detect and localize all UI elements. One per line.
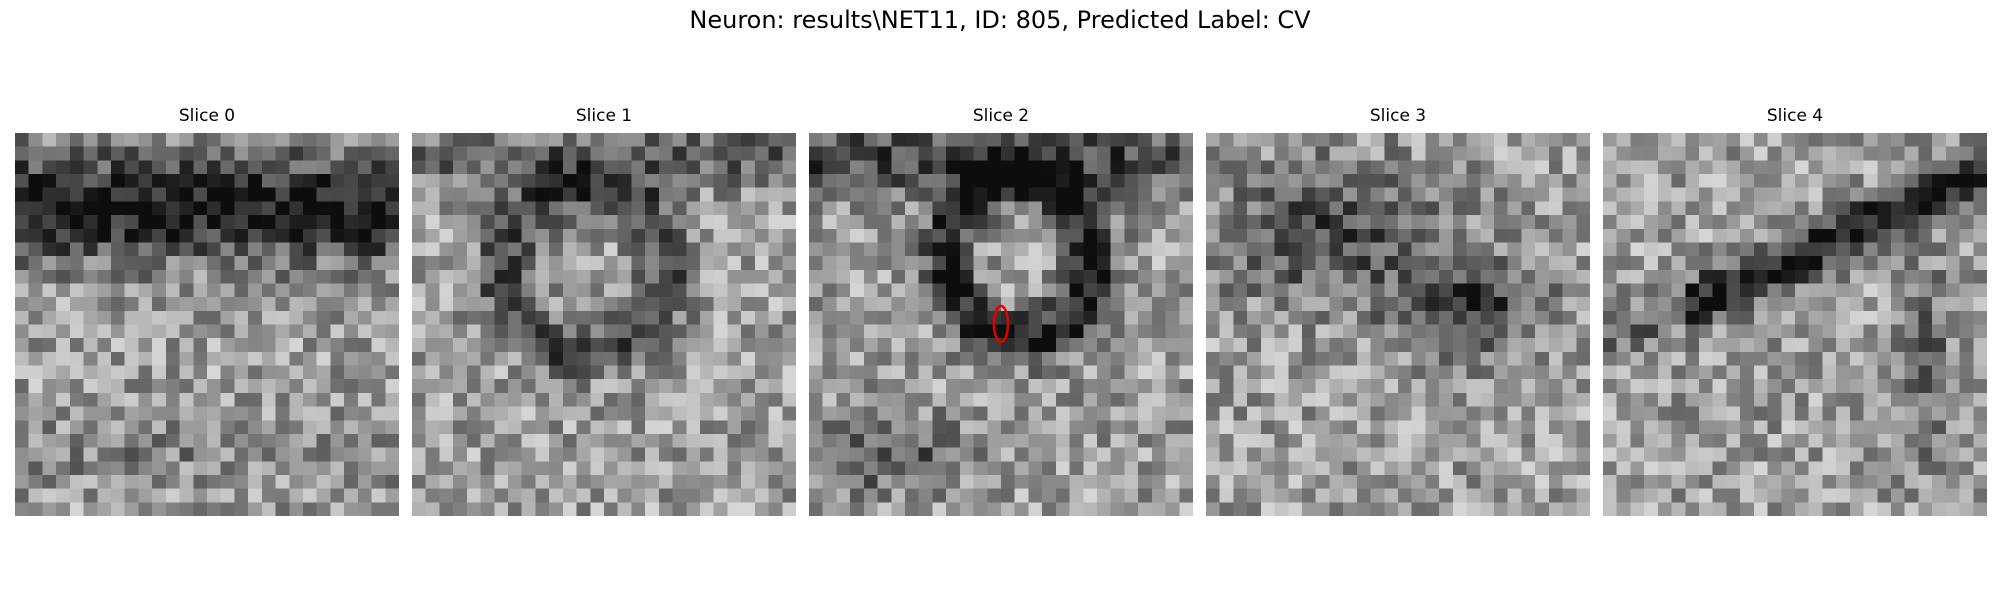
- slice-image: [1206, 133, 1590, 516]
- slice-title: Slice 4: [1766, 106, 1824, 126]
- slice-panel-4: Slice 4: [1603, 105, 1987, 516]
- slice-image: [1603, 133, 1987, 516]
- slice-image: [412, 133, 796, 516]
- slice-title: Slice 1: [575, 106, 633, 126]
- slice-panel-3: Slice 3: [1206, 105, 1590, 516]
- slice-image: [15, 133, 399, 516]
- slice-panel-2: Slice 2: [809, 105, 1193, 516]
- slice-title: Slice 0: [178, 106, 236, 126]
- figure-title: Neuron: results\NET11, ID: 805, Predicte…: [689, 6, 1311, 34]
- slice-panel-0: Slice 0: [15, 105, 399, 516]
- slice-panel-1: Slice 1: [412, 105, 796, 516]
- slice-title: Slice 2: [972, 106, 1030, 126]
- slice-title: Slice 3: [1369, 106, 1427, 126]
- slice-image: [809, 133, 1193, 516]
